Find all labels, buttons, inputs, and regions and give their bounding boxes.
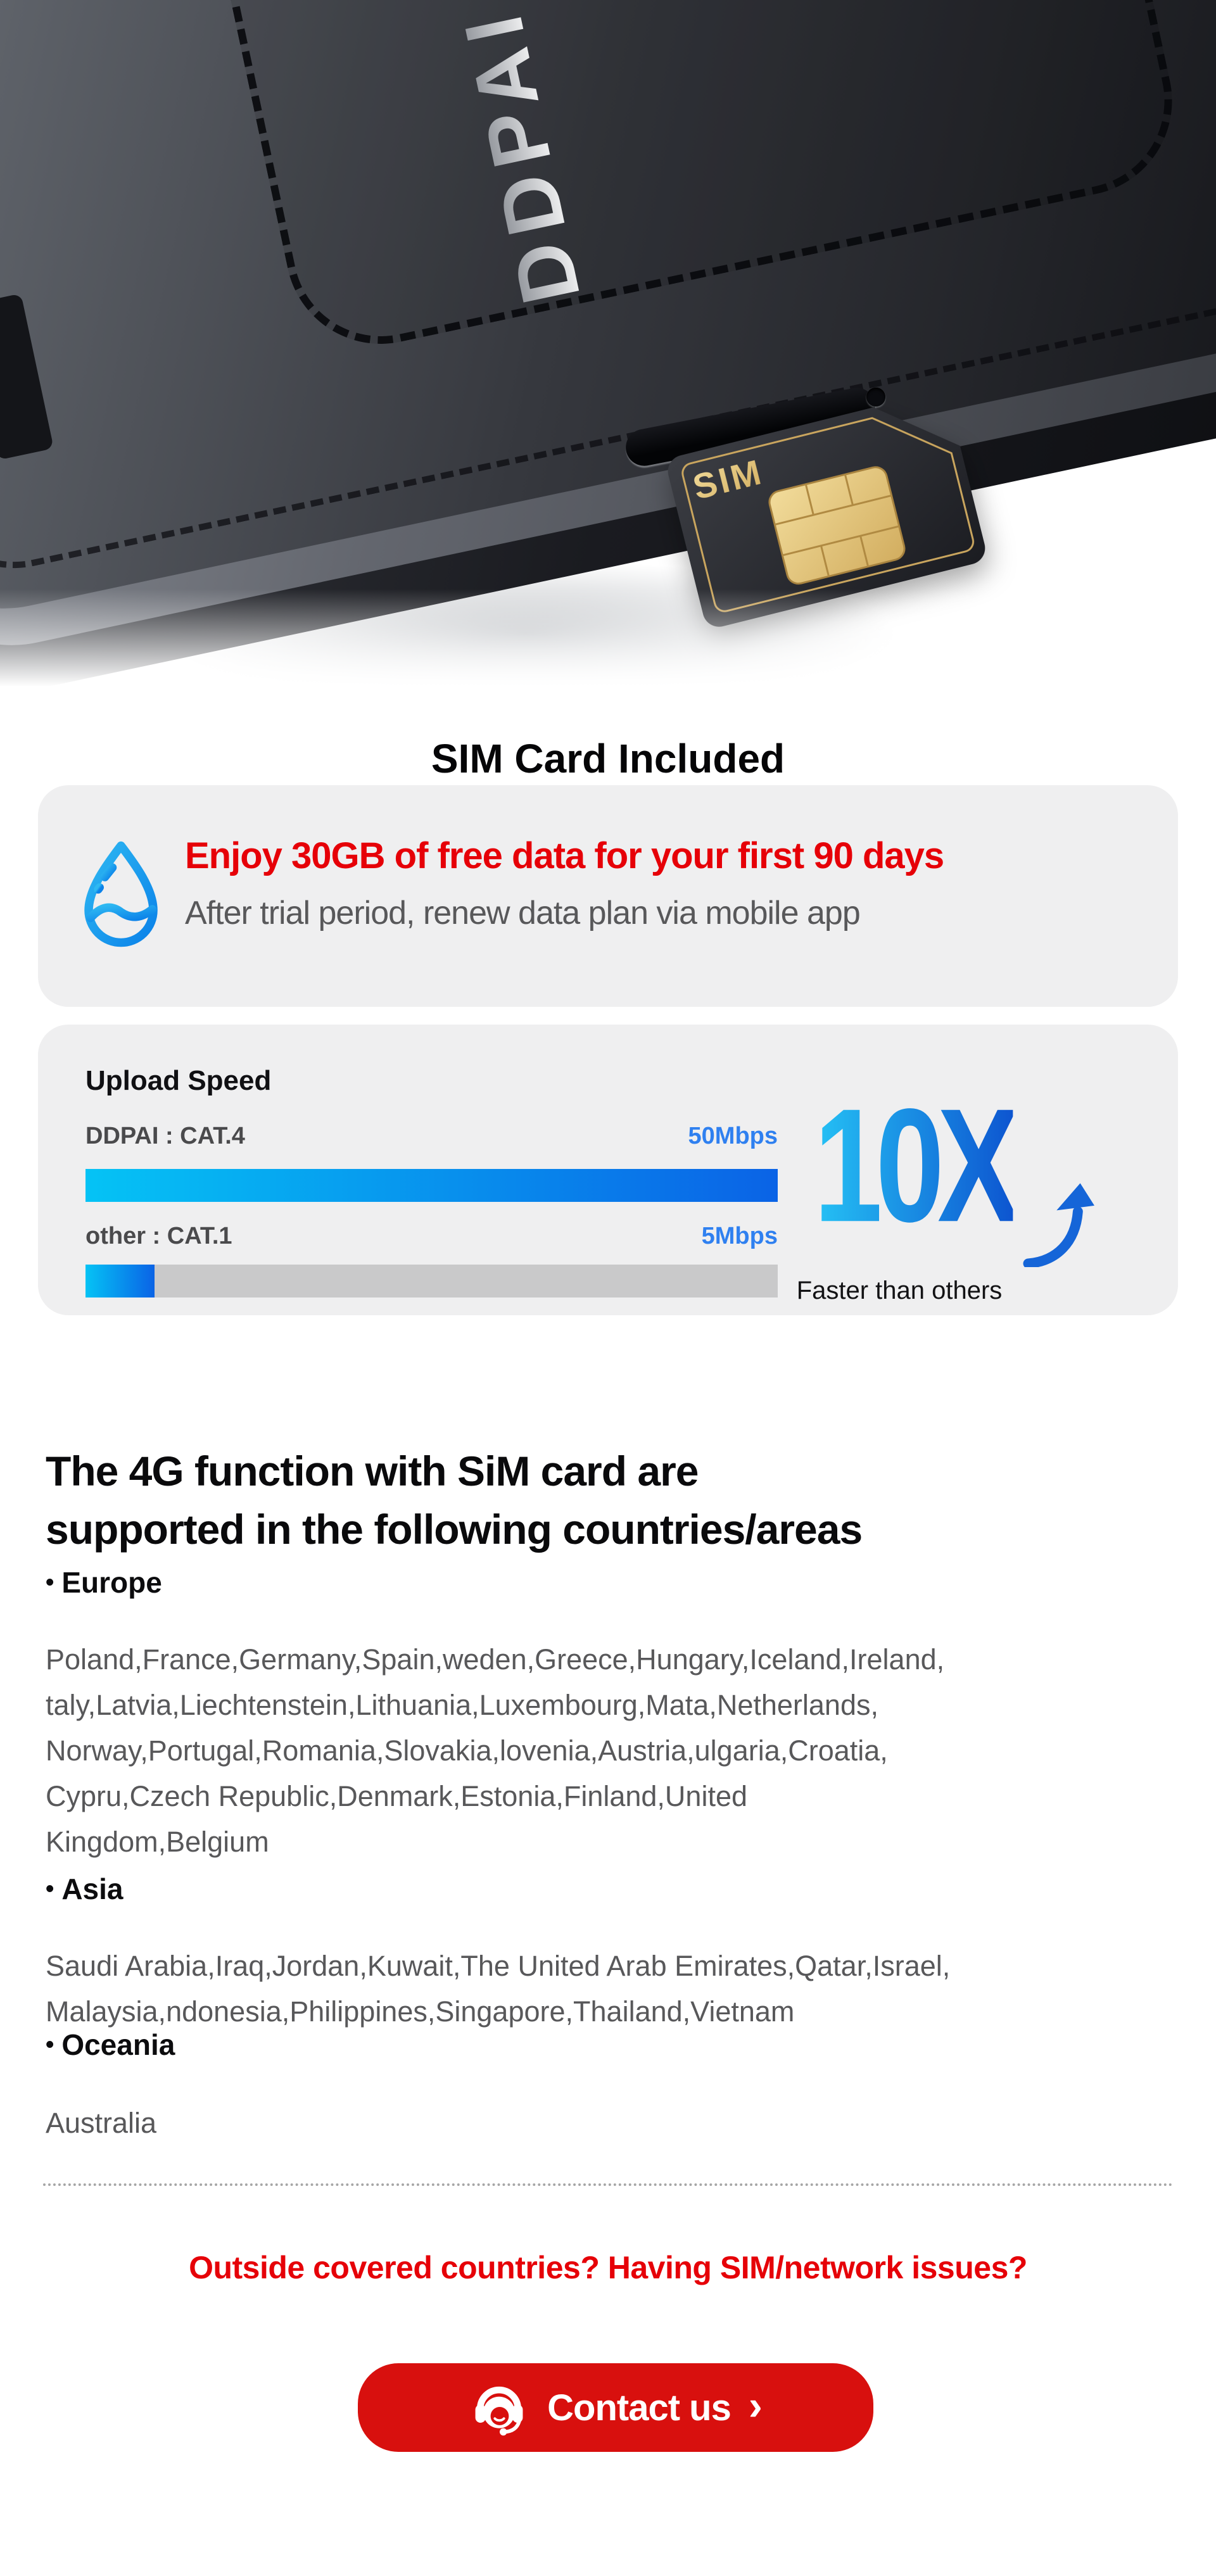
speed-bar-fill xyxy=(86,1169,778,1202)
speed-bar-ddpai xyxy=(86,1169,778,1202)
ten-x-caption: Faster than others xyxy=(796,1277,1003,1304)
speed-row-value: 50Mbps xyxy=(688,1123,778,1149)
ten-x-text: 10X xyxy=(814,1075,1020,1256)
sim-chip xyxy=(768,466,906,585)
region-countries-asia: Saudi Arabia,Iraq,Jordan,Kuwait,The Unit… xyxy=(46,1950,951,2028)
region-label-oceania: • Oceania xyxy=(46,2028,175,2062)
upload-speed-card: Upload Speed DDPAI : CAT.4 50Mbps other … xyxy=(38,1025,1178,1315)
speed-row-ddpai: DDPAI : CAT.4 50Mbps xyxy=(86,1123,778,1150)
water-drop-icon xyxy=(84,841,158,947)
contact-us-button[interactable]: Contact us › xyxy=(358,2363,873,2452)
offer-subtitle: After trial period, renew data plan via … xyxy=(185,895,861,931)
bullet-icon: • xyxy=(46,2031,54,2058)
photo-fade xyxy=(0,589,1216,719)
product-photo: DDPAI SIM xyxy=(0,0,1216,719)
speed-row-label: other : CAT.1 xyxy=(86,1223,232,1249)
speed-chart-title: Upload Speed xyxy=(86,1065,272,1096)
bullet-icon: • xyxy=(46,1569,54,1596)
coverage-heading: The 4G function with SiM card are suppor… xyxy=(46,1447,863,1553)
region-name: Europe xyxy=(61,1566,162,1599)
contact-us-label: Contact us xyxy=(547,2387,732,2428)
region-label-asia: • Asia xyxy=(46,1872,123,1906)
headset-agent-icon xyxy=(475,2386,523,2436)
speed-bar-fill xyxy=(86,1265,155,1297)
sim-card: SIM xyxy=(668,407,985,627)
up-arrow-icon xyxy=(1023,1183,1094,1267)
speed-row-other: other : CAT.1 5Mbps xyxy=(86,1223,778,1250)
region-countries-oceania: Australia xyxy=(46,2107,157,2139)
support-question: Outside covered countries? Having SIM/ne… xyxy=(189,2250,1027,2285)
region-countries-europe: Poland,France,Germany,Spain,weden,Greece… xyxy=(46,1643,945,1858)
ten-x-badge: 10X xyxy=(814,1075,1143,1294)
region-label-europe: • Europe xyxy=(46,1565,162,1600)
page-title: SIM Card Included xyxy=(431,735,785,781)
bullet-icon: • xyxy=(46,1876,54,1902)
reset-pinhole xyxy=(866,388,885,407)
region-name: Asia xyxy=(61,1872,124,1905)
free-data-offer-card: Enjoy 30GB of free data for your first 9… xyxy=(38,785,1178,1007)
speed-row-label: DDPAI : CAT.4 xyxy=(86,1123,245,1149)
region-name: Oceania xyxy=(61,2028,175,2061)
chevron-right-icon: › xyxy=(748,2382,763,2428)
offer-title: Enjoy 30GB of free data for your first 9… xyxy=(185,835,944,876)
speed-bar-other xyxy=(86,1265,778,1297)
dotted-divider xyxy=(43,2183,1173,2186)
speed-row-value: 5Mbps xyxy=(701,1223,778,1249)
